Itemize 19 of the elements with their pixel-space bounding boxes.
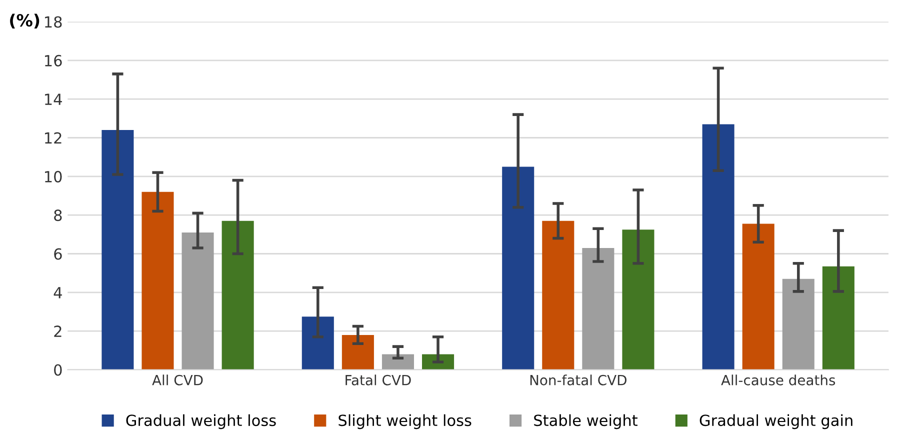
x-tick-label: Fatal CVD <box>346 374 411 386</box>
y-tick-label: 10 <box>45 170 62 182</box>
y-axis-title: (%) <box>10 14 40 29</box>
y-tick-label: 14 <box>45 94 62 105</box>
y-tick-label: 6 <box>54 248 62 260</box>
x-tick-label: Non-fatal CVD <box>530 374 626 386</box>
x-tick-label: All-cause deaths <box>721 374 836 386</box>
legend-label: Slight weight loss <box>338 414 472 430</box>
legend-label: Gradual weight gain <box>700 414 852 430</box>
y-tick-label: 8 <box>54 210 62 222</box>
legend-label: Stable weight <box>534 414 638 430</box>
y-tick-label: 0 <box>54 364 62 376</box>
y-tick-label: 2 <box>54 326 62 337</box>
y-tick-label: 4 <box>54 287 62 298</box>
y-tick-label: 16 <box>45 54 62 66</box>
y-tick-label: 12 <box>45 132 62 144</box>
y-tick-label: 18 <box>45 16 62 28</box>
x-tick-label: All CVD <box>152 374 203 386</box>
legend-label: Gradual weight loss <box>126 414 276 430</box>
